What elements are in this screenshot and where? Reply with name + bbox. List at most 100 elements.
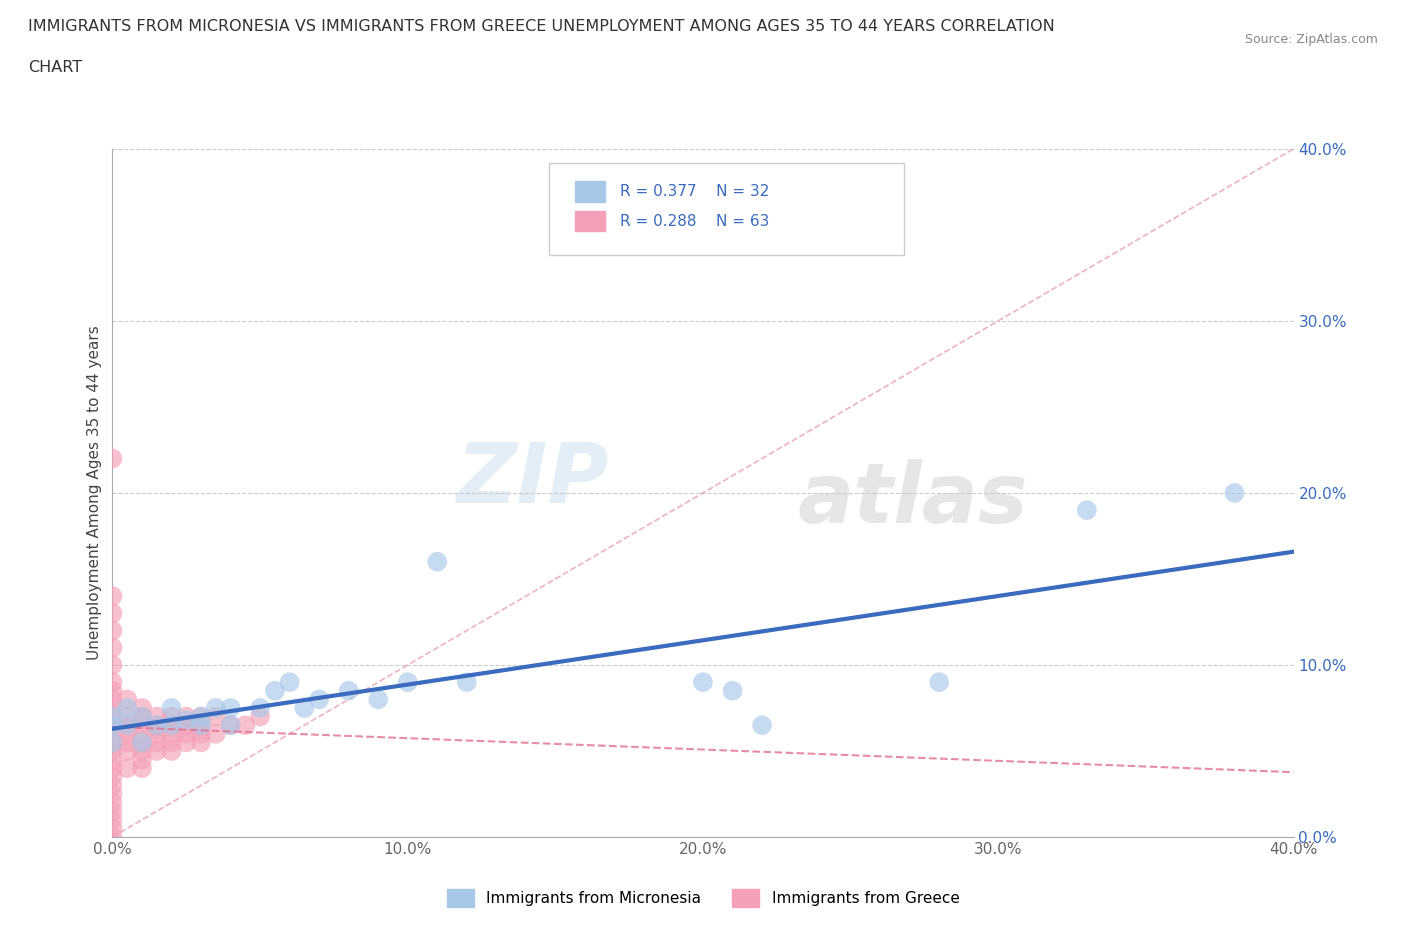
Legend: Immigrants from Micronesia, Immigrants from Greece: Immigrants from Micronesia, Immigrants f…	[440, 884, 966, 913]
Point	[146, 718, 169, 733]
Point	[101, 795, 124, 810]
Point	[160, 718, 183, 733]
Point	[174, 726, 197, 741]
Point	[101, 718, 124, 733]
Point	[131, 710, 153, 724]
Point	[190, 726, 212, 741]
Point	[205, 726, 228, 741]
Point	[751, 718, 773, 733]
Point	[101, 761, 124, 776]
Point	[101, 813, 124, 828]
Point	[131, 726, 153, 741]
Point	[174, 710, 197, 724]
Point	[117, 700, 138, 715]
Point	[146, 744, 169, 759]
Point	[101, 777, 124, 792]
Point	[101, 830, 124, 844]
Bar	[575, 211, 605, 232]
Point	[117, 761, 138, 776]
Point	[721, 684, 744, 698]
Point	[928, 675, 950, 690]
Point	[117, 710, 138, 724]
Point	[131, 761, 153, 776]
Point	[101, 726, 124, 741]
Point	[131, 735, 153, 750]
Point	[131, 744, 153, 759]
Point	[692, 675, 714, 690]
Point	[101, 451, 124, 466]
Point	[101, 658, 124, 672]
Point	[174, 718, 197, 733]
Point	[205, 710, 228, 724]
Point	[101, 692, 124, 707]
Point	[101, 710, 124, 724]
Point	[117, 718, 138, 733]
Point	[117, 726, 138, 741]
Text: Source: ZipAtlas.com: Source: ZipAtlas.com	[1244, 33, 1378, 46]
Point	[160, 735, 183, 750]
Point	[131, 700, 153, 715]
Point	[101, 710, 124, 724]
Point	[160, 700, 183, 715]
Point	[146, 710, 169, 724]
Point	[101, 641, 124, 656]
Point	[249, 710, 271, 724]
Point	[190, 718, 212, 733]
Point	[117, 718, 138, 733]
Point	[117, 735, 138, 750]
Point	[117, 692, 138, 707]
Point	[101, 787, 124, 802]
Point	[367, 692, 389, 707]
Point	[117, 744, 138, 759]
Text: R = 0.377    N = 32: R = 0.377 N = 32	[620, 184, 769, 199]
Point	[101, 804, 124, 818]
Point	[174, 735, 197, 750]
Text: CHART: CHART	[28, 60, 82, 75]
Point	[219, 718, 242, 733]
Point	[1076, 503, 1098, 518]
Text: ZIP: ZIP	[456, 439, 609, 520]
Point	[101, 718, 124, 733]
Point	[146, 718, 169, 733]
Point	[160, 726, 183, 741]
Bar	[575, 181, 605, 202]
Text: R = 0.288    N = 63: R = 0.288 N = 63	[620, 214, 769, 229]
Text: atlas: atlas	[797, 459, 1028, 540]
Point	[101, 821, 124, 836]
Point	[264, 684, 287, 698]
Point	[219, 700, 242, 715]
Point	[190, 710, 212, 724]
Point	[426, 554, 449, 569]
Point	[131, 752, 153, 767]
Point	[233, 718, 256, 733]
Point	[396, 675, 419, 690]
Y-axis label: Unemployment Among Ages 35 to 44 years: Unemployment Among Ages 35 to 44 years	[87, 326, 103, 660]
Point	[205, 700, 228, 715]
Point	[160, 744, 183, 759]
Point	[456, 675, 478, 690]
Point	[146, 735, 169, 750]
Point	[278, 675, 301, 690]
Point	[131, 735, 153, 750]
Point	[131, 710, 153, 724]
Point	[190, 718, 212, 733]
FancyBboxPatch shape	[550, 163, 904, 256]
Point	[131, 718, 153, 733]
Point	[101, 735, 124, 750]
Point	[249, 700, 271, 715]
Point	[219, 718, 242, 733]
Point	[101, 684, 124, 698]
Point	[292, 700, 315, 715]
Point	[101, 744, 124, 759]
Point	[1223, 485, 1246, 500]
Point	[190, 735, 212, 750]
Point	[101, 752, 124, 767]
Point	[101, 735, 124, 750]
Point	[337, 684, 360, 698]
Point	[160, 718, 183, 733]
Point	[101, 700, 124, 715]
Point	[101, 769, 124, 784]
Point	[101, 623, 124, 638]
Point	[101, 589, 124, 604]
Point	[146, 726, 169, 741]
